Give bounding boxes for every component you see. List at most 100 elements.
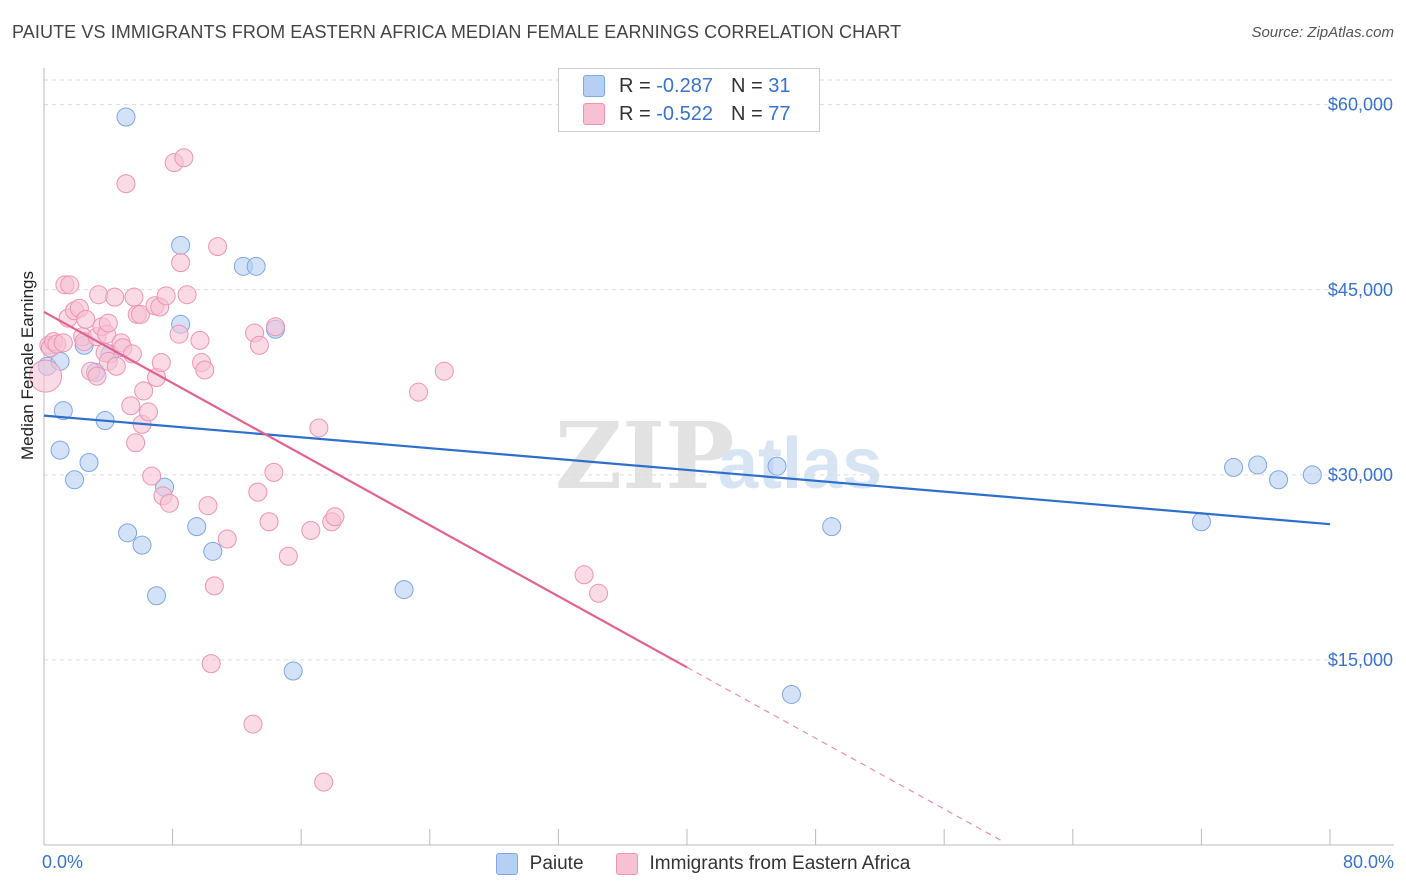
y-tick-label: $60,000 — [1328, 95, 1393, 115]
point-eafrica — [134, 381, 154, 401]
point-eafrica — [265, 317, 285, 337]
point-paiute — [79, 453, 99, 472]
y-tick-label: $15,000 — [1328, 650, 1393, 670]
y-tick-label: $30,000 — [1328, 465, 1393, 485]
point-eafrica — [53, 333, 73, 353]
legend-label-paiute: Paiute — [529, 853, 584, 874]
point-eafrica — [171, 253, 191, 273]
watermark-zip: ZIP — [555, 402, 734, 510]
point-eafrica — [190, 330, 210, 350]
point-eafrica — [195, 360, 215, 380]
legend-item-paiute[interactable]: Paiute — [495, 853, 584, 875]
point-eafrica — [124, 287, 144, 307]
point-paiute — [283, 661, 303, 681]
point-eafrica — [243, 714, 263, 734]
point-eafrica — [106, 356, 126, 376]
point-paiute — [1248, 455, 1268, 475]
point-paiute — [1269, 470, 1289, 490]
point-eafrica — [208, 237, 228, 257]
point-eafrica — [249, 335, 269, 355]
point-eafrica — [130, 304, 150, 324]
legend-item-eafrica[interactable]: Immigrants from Eastern Africa — [615, 853, 911, 875]
point-eafrica — [301, 520, 321, 540]
point-eafrica — [434, 361, 454, 381]
point-eafrica — [174, 148, 194, 168]
point-eafrica — [314, 772, 334, 792]
point-eafrica — [87, 366, 107, 386]
point-paiute — [132, 535, 152, 555]
point-eafrica — [248, 482, 268, 502]
point-eafrica — [151, 353, 171, 373]
x-tick-label-min: 0.0% — [42, 852, 84, 872]
legend-swatch-eafrica — [615, 853, 638, 875]
legend-row-paiute: R = -0.287 N = 31 — [583, 73, 790, 99]
trendline-paiute — [43, 414, 1331, 526]
legend-n-value: 31 — [768, 74, 791, 97]
point-eafrica — [409, 382, 429, 402]
point-eafrica — [121, 396, 141, 416]
correlation-legend: R = -0.287 N = 31 R = -0.522 N = 77 — [558, 68, 820, 132]
point-eafrica — [264, 462, 284, 482]
point-paiute — [1302, 465, 1322, 485]
y-tick-label: $45,000 — [1328, 280, 1393, 300]
trendline-extension-eafrica — [686, 666, 1001, 841]
point-paiute — [394, 580, 414, 600]
point-eafrica — [589, 583, 609, 603]
point-eafrica — [325, 507, 345, 527]
point-eafrica — [198, 496, 218, 516]
point-paiute — [118, 523, 138, 543]
y-axis-label: Median Female Earnings — [18, 271, 37, 460]
point-paiute — [171, 235, 191, 255]
point-paiute — [50, 440, 70, 460]
point-eafrica — [278, 546, 298, 566]
point-paiute — [767, 456, 787, 476]
point-eafrica — [142, 466, 162, 486]
point-paiute — [246, 256, 266, 276]
legend-n-value: 77 — [768, 102, 791, 125]
point-eafrica — [105, 287, 125, 307]
point-eafrica — [76, 309, 96, 329]
point-paiute — [1191, 512, 1211, 532]
series-legend: Paiute Immigrants from Eastern Africa — [0, 852, 1406, 876]
point-eafrica — [204, 576, 224, 596]
watermark-atlas: atlas — [718, 424, 882, 504]
legend-r-value: -0.522 — [656, 102, 713, 125]
point-eafrica — [98, 313, 118, 333]
legend-r-label: R = — [619, 74, 651, 97]
point-eafrica — [259, 512, 279, 532]
point-paiute — [781, 684, 801, 704]
point-paiute — [53, 401, 73, 421]
point-eafrica — [156, 286, 176, 306]
legend-n-label: N = — [730, 102, 763, 125]
legend-swatch-paiute — [495, 853, 518, 875]
legend-n-label: N = — [730, 74, 763, 97]
point-eafrica — [177, 285, 197, 305]
point-paiute — [1224, 457, 1244, 477]
point-eafrica — [29, 359, 63, 393]
legend-row-eafrica: R = -0.522 N = 77 — [583, 101, 790, 127]
source-label: Source: ZipAtlas.com — [1251, 24, 1394, 41]
trendline-eafrica — [43, 311, 688, 669]
point-paiute — [822, 517, 842, 537]
point-paiute — [187, 517, 207, 537]
point-paiute — [65, 470, 85, 490]
point-paiute — [203, 541, 223, 561]
point-eafrica — [309, 418, 329, 438]
legend-swatch-paiute — [583, 75, 605, 97]
point-eafrica — [169, 324, 189, 344]
point-eafrica — [60, 275, 80, 295]
chart-title: PAIUTE VS IMMIGRANTS FROM EASTERN AFRICA… — [12, 22, 902, 42]
point-eafrica — [201, 654, 221, 674]
legend-r-label: R = — [619, 102, 651, 125]
point-eafrica — [116, 174, 136, 194]
legend-r-value: -0.287 — [656, 74, 713, 97]
legend-swatch-eafrica — [583, 103, 605, 125]
point-paiute — [147, 586, 167, 606]
point-eafrica — [138, 402, 158, 422]
point-eafrica — [159, 493, 179, 513]
point-eafrica — [89, 285, 109, 305]
point-eafrica — [217, 529, 237, 549]
point-paiute — [116, 107, 136, 127]
legend-label-eafrica: Immigrants from Eastern Africa — [649, 853, 911, 874]
